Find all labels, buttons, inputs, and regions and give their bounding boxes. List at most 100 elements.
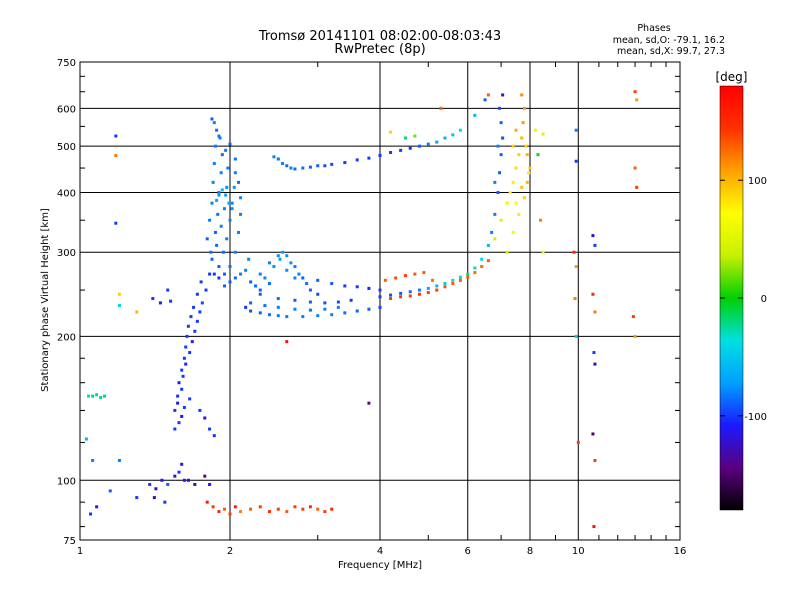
data-point [389,293,393,297]
data-point [148,482,152,486]
plot-frame [79,61,681,541]
data-point [117,292,121,296]
data-point [439,106,443,110]
data-point [525,180,529,184]
data-point [525,153,529,157]
data-point [180,462,184,466]
data-point [426,286,430,290]
data-point [281,161,285,165]
data-point [493,212,497,216]
data-point [593,243,597,247]
data-point [215,128,219,132]
data-point [180,414,184,418]
x-tick-label: 2 [227,546,233,557]
data-point [135,496,139,500]
data-point [276,305,280,309]
data-point [511,180,515,184]
data-point [511,144,515,148]
data-point [225,185,229,189]
data-point [293,167,297,171]
data-point [173,427,177,431]
data-point [394,276,398,280]
data-point [208,218,212,222]
data-point [84,437,88,441]
data-point [422,271,426,275]
data-point [163,500,167,504]
data-point [293,265,297,269]
data-point [223,284,227,288]
data-point [499,218,503,222]
data-point [514,128,518,132]
data-point [458,128,462,132]
data-point [272,155,276,159]
data-point [232,185,236,189]
data-point [169,299,173,303]
data-point [158,301,162,305]
x-tick-label: 8 [527,546,533,557]
data-point [336,305,340,309]
data-point [267,510,271,514]
data-point [267,313,271,317]
data-point [217,276,221,280]
data-point [330,282,334,286]
data-point [244,268,248,272]
data-point [198,408,202,412]
y-tick-label: 600 [57,104,76,115]
data-point [293,276,297,280]
data-point [591,292,595,296]
data-point [151,297,155,301]
x-tick-label: 10 [572,546,585,557]
data-point [258,505,262,509]
data-point [233,505,237,509]
data-point [473,113,477,117]
data-point [435,288,439,292]
data-point [208,427,212,431]
data-point [173,474,177,478]
data-point [496,190,500,194]
y-tick-label: 400 [57,188,76,199]
data-point [117,304,121,308]
data-point [285,510,289,514]
data-point [212,121,216,125]
data-point [226,166,230,170]
data-point [233,276,237,280]
data-point [378,305,382,309]
data-point [541,132,545,136]
data-point [239,510,243,514]
data-point [182,405,186,409]
data-point [473,271,477,275]
x-tick-label: 1 [77,546,83,557]
data-point [210,117,214,121]
data-point [501,93,505,97]
data-point [493,180,497,184]
data-point [308,300,312,304]
data-point [230,207,234,211]
data-point [399,291,403,295]
data-point [258,288,262,292]
data-point [114,134,118,138]
data-point [217,265,221,269]
data-point [177,421,181,425]
data-point [498,106,502,110]
data-point [208,272,212,276]
y-axis-label: Stationary phase Virtual Height [km] [40,208,51,392]
data-point [86,394,90,398]
data-point [431,278,435,282]
data-point [182,356,186,360]
data-point [173,408,177,412]
data-point [523,106,527,110]
y-tick-label: 200 [57,332,76,343]
data-point [239,196,243,200]
data-point [210,201,214,205]
data-point [192,305,196,309]
data-point [466,272,470,276]
data-point [203,474,207,478]
data-point [285,254,289,258]
data-point [305,282,309,286]
data-point [99,395,103,399]
data-point [451,133,455,137]
data-point [89,512,93,516]
data-point [521,121,525,125]
colorbar-label: [deg] [716,70,748,84]
data-point [301,166,305,170]
